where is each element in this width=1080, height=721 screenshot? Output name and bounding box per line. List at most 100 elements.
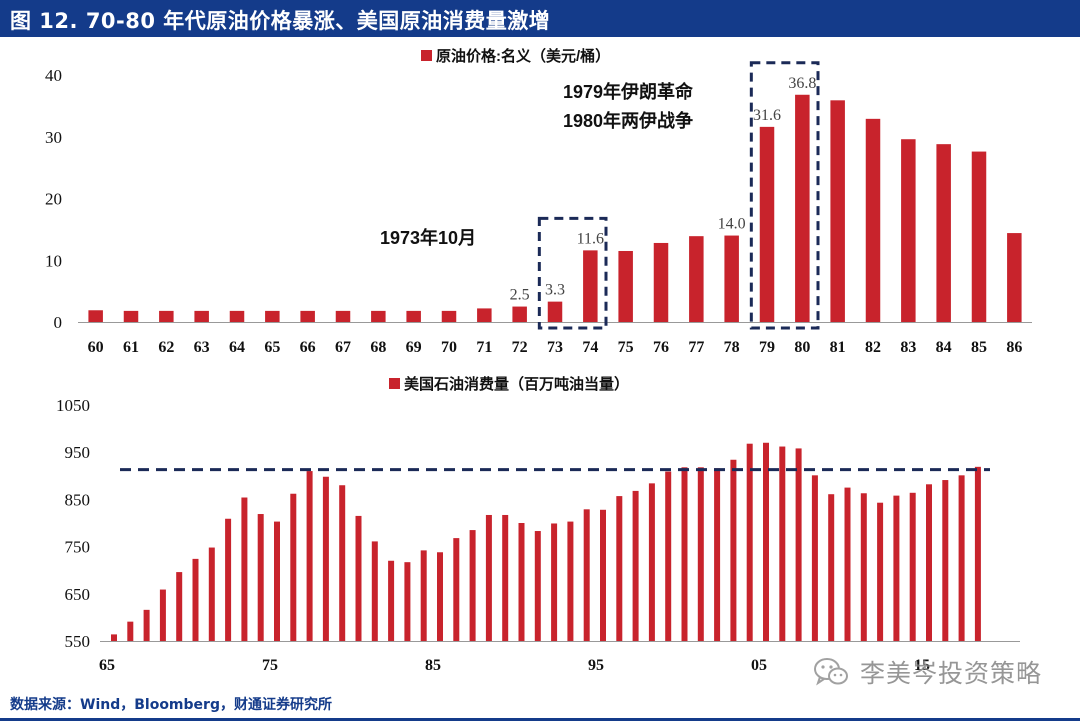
price-x-tick-label: 60 — [88, 339, 104, 356]
price-bar-77 — [689, 236, 704, 322]
consumption-bar-2012 — [877, 502, 884, 641]
price-bar-69 — [406, 310, 421, 322]
price-x-tick-label: 63 — [194, 339, 210, 356]
price-x-tick-label: 75 — [618, 339, 634, 356]
consumption-bar-1990 — [518, 523, 525, 641]
consumption-bar-1995 — [600, 509, 606, 641]
consumption-bar-2001 — [697, 467, 704, 641]
price-bar-73 — [547, 301, 563, 322]
price-bar-64 — [229, 310, 245, 322]
figure-header: 图 12. 70-80 年代原油价格暴涨、美国原油消费量激增 — [0, 0, 1080, 37]
consumption-bar-2015 — [926, 484, 932, 641]
price-legend-label: 原油价格:名义（美元/桶） — [436, 47, 610, 65]
consumption-x-tick-label: 15 — [914, 657, 930, 674]
consumption-y-tick-label: 950 — [65, 443, 91, 462]
price-x-tick-label: 82 — [865, 339, 881, 356]
price-x-tick-label: 79 — [759, 339, 775, 356]
price-x-tick-label: 62 — [158, 339, 174, 356]
consumption-bar-1971 — [208, 547, 215, 641]
annotation-1973: 1973年10月 — [380, 227, 476, 248]
consumption-bar-1984 — [420, 550, 427, 641]
consumption-bar-1996 — [616, 496, 623, 641]
consumption-bar-1983 — [404, 562, 411, 641]
price-bar-83 — [901, 139, 916, 322]
price-data-label: 11.6 — [577, 230, 604, 247]
price-bar-68 — [371, 310, 386, 322]
consumption-bar-1969 — [176, 572, 183, 641]
consumption-bar-1968 — [159, 589, 166, 641]
consumption-bar-1989 — [502, 514, 509, 641]
consumption-bar-1999 — [665, 471, 672, 641]
price-bar-61 — [123, 310, 139, 322]
consumption-bar-2000 — [681, 467, 688, 641]
consumption-x-tick-label: 95 — [588, 657, 604, 674]
consumption-bar-2016 — [942, 480, 949, 641]
price-x-tick-label: 71 — [476, 339, 492, 356]
consumption-bar-1988 — [485, 514, 492, 641]
consumption-bar-1997 — [632, 490, 639, 641]
us-oil-consumption-chart: 美国石油消费量（百万吨油当量） 550 650 750 850 950 1050 65 75 85… — [56, 375, 1020, 674]
price-x-tick-label: 85 — [971, 339, 987, 356]
price-x-tick-label: 65 — [264, 339, 280, 356]
consumption-bar-1976 — [290, 493, 297, 641]
price-x-tick-label: 66 — [300, 339, 316, 356]
price-data-label: 31.6 — [753, 107, 781, 124]
price-x-tick-label: 78 — [724, 339, 740, 356]
price-bar-74 — [583, 250, 598, 322]
data-source: 数据来源：Wind，Bloomberg，财通证券研究所 — [10, 697, 332, 713]
annotation-1979: 1979年伊朗革命 — [563, 81, 694, 102]
price-highlight-box-2 — [749, 61, 820, 330]
consumption-bar-2011 — [860, 493, 867, 641]
price-bar-60 — [88, 310, 103, 322]
consumption-bar-2010 — [844, 487, 851, 641]
price-x-tick-label: 61 — [123, 339, 139, 356]
watermark: 李美岑投资策略 — [812, 652, 1042, 692]
consumption-y-tick-label: 550 — [65, 632, 91, 651]
price-x-tick-label: 70 — [441, 339, 457, 356]
price-x-tick-label: 80 — [794, 339, 810, 356]
consumption-x-tick-label: 05 — [751, 657, 767, 674]
price-bar-72 — [512, 306, 527, 322]
consumption-y-tick-label: 650 — [65, 585, 91, 604]
consumption-bar-1980 — [355, 515, 362, 641]
price-bar-70 — [441, 310, 457, 322]
price-bar-80 — [795, 94, 810, 322]
price-legend-swatch — [421, 50, 432, 61]
consumption-bar-1975 — [274, 521, 280, 641]
price-bar-66 — [300, 310, 315, 322]
price-x-tick-label: 67 — [335, 339, 351, 356]
oil-price-chart: 原油价格:名义（美元/桶） 0 10 20 30 40 60 61 62 63 64 65 66 67 68… — [45, 47, 1032, 356]
consumption-bar-1978 — [322, 476, 329, 641]
price-x-tick-label: 81 — [830, 339, 846, 356]
price-x-tick-label: 77 — [688, 339, 704, 356]
price-bar-78 — [724, 235, 739, 322]
consumption-legend-swatch — [389, 378, 400, 389]
price-y-tick-label: 30 — [45, 128, 62, 147]
price-bar-79 — [759, 126, 775, 323]
price-bar-67 — [335, 310, 351, 322]
price-bar-82 — [865, 118, 881, 322]
consumption-bar-1991 — [534, 531, 541, 641]
consumption-x-tick-label: 85 — [425, 657, 441, 674]
price-bar-63 — [194, 310, 209, 322]
price-x-tick-label: 73 — [547, 339, 563, 356]
watermark-text: 李美岑投资策略 — [860, 659, 1043, 688]
consumption-bar-1987 — [469, 530, 476, 641]
price-bar-75 — [618, 250, 633, 322]
consumption-bar-2007 — [795, 448, 802, 641]
consumption-y-tick-label: 750 — [65, 538, 91, 557]
consumption-bar-2002 — [714, 468, 721, 641]
wechat-icon — [814, 658, 848, 686]
price-bar-65 — [265, 310, 280, 322]
price-x-tick-label: 69 — [406, 339, 422, 356]
consumption-bar-2014 — [909, 492, 916, 641]
price-x-tick-label: 64 — [229, 339, 245, 356]
price-x-tick-label: 76 — [653, 339, 669, 356]
price-bar-84 — [936, 144, 951, 322]
price-x-tick-label: 68 — [370, 339, 386, 356]
consumption-bar-2013 — [893, 495, 900, 641]
price-bar-81 — [830, 100, 845, 322]
price-bar-86 — [1007, 233, 1022, 322]
consumption-bar-1967 — [143, 609, 150, 641]
consumption-bar-1970 — [192, 558, 199, 641]
